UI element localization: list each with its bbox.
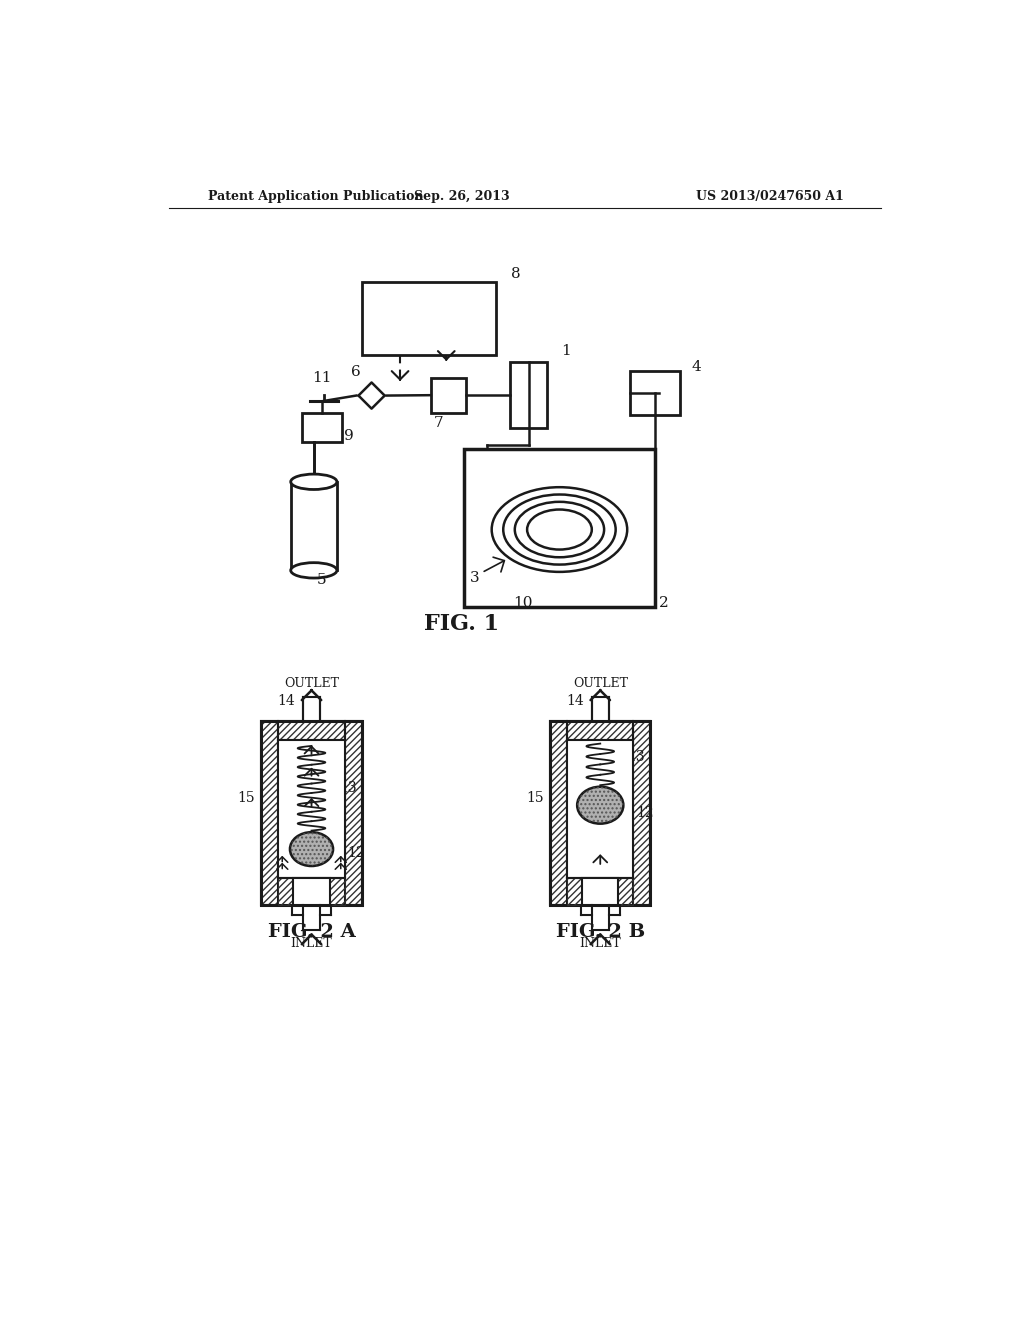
Ellipse shape (578, 787, 624, 824)
Bar (630, 371, 680, 414)
Text: 8: 8 (511, 267, 520, 281)
Text: 2: 2 (659, 595, 669, 610)
Bar (261, 721, 361, 906)
Text: FIG. 2 B: FIG. 2 B (556, 923, 645, 941)
Bar (550, 721, 650, 906)
Bar (592, 697, 608, 721)
Bar (618, 878, 634, 906)
Text: 6: 6 (351, 366, 361, 379)
Bar (279, 878, 293, 906)
Bar (261, 721, 279, 906)
Text: 10: 10 (513, 595, 534, 610)
Bar (279, 721, 345, 739)
Bar (291, 482, 337, 570)
Bar (550, 721, 567, 906)
Text: 3: 3 (470, 572, 479, 585)
Bar (550, 721, 567, 906)
Bar (261, 721, 279, 906)
Bar (582, 878, 618, 906)
Text: 14: 14 (278, 694, 295, 709)
Text: FIG. 2 A: FIG. 2 A (267, 923, 355, 941)
Text: 12: 12 (347, 846, 365, 859)
Ellipse shape (291, 562, 337, 578)
Text: 7: 7 (434, 416, 443, 430)
Text: 13: 13 (340, 781, 357, 795)
Bar (431, 378, 466, 412)
Text: FIG. 1: FIG. 1 (424, 614, 500, 635)
Bar (345, 721, 361, 906)
Text: INLET: INLET (580, 937, 622, 950)
Bar (634, 721, 650, 906)
Text: 15: 15 (526, 791, 544, 804)
Text: 1: 1 (561, 345, 571, 358)
Polygon shape (358, 383, 385, 396)
Bar (510, 363, 547, 428)
Text: 14: 14 (566, 694, 584, 709)
Bar (567, 721, 634, 739)
Text: 9: 9 (344, 429, 354, 442)
Bar (361, 281, 497, 355)
Bar (301, 412, 342, 442)
Bar (293, 878, 330, 906)
Ellipse shape (291, 474, 337, 490)
Polygon shape (358, 396, 385, 409)
Text: 5: 5 (316, 573, 327, 586)
Bar (634, 721, 650, 906)
Bar (567, 721, 634, 739)
Bar (279, 739, 345, 878)
Bar (464, 449, 655, 607)
Text: Sep. 26, 2013: Sep. 26, 2013 (414, 190, 510, 203)
Text: US 2013/0247650 A1: US 2013/0247650 A1 (695, 190, 844, 203)
Text: 13: 13 (627, 750, 644, 764)
Text: 4: 4 (691, 360, 701, 374)
Bar (345, 721, 361, 906)
Bar (567, 739, 634, 878)
Text: OUTLET: OUTLET (284, 677, 339, 690)
Text: 11: 11 (311, 371, 332, 385)
Bar (303, 697, 319, 721)
Text: 12: 12 (636, 807, 653, 820)
Text: OUTLET: OUTLET (572, 677, 628, 690)
Bar (279, 721, 345, 739)
Ellipse shape (290, 832, 333, 866)
Text: INLET: INLET (291, 937, 333, 950)
Bar (330, 878, 345, 906)
Text: Patent Application Publication: Patent Application Publication (208, 190, 423, 203)
Text: 15: 15 (238, 791, 255, 804)
Bar (567, 878, 582, 906)
